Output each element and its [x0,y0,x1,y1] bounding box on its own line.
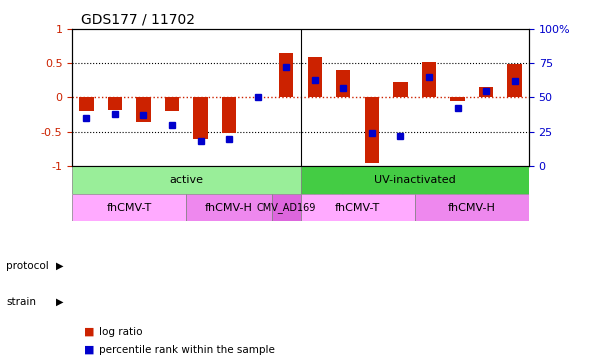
Text: ▶: ▶ [56,297,64,307]
Text: fhCMV-H: fhCMV-H [205,202,253,212]
Bar [108,97,122,110]
Bar [279,53,293,97]
Text: fhCMV-H: fhCMV-H [448,202,496,212]
Text: active: active [169,175,203,185]
Bar [422,62,436,97]
Bar [194,97,208,139]
Text: ■: ■ [84,327,94,337]
Bar [479,87,493,97]
Bar [165,97,179,111]
Text: ■: ■ [84,345,94,355]
Bar [507,64,522,97]
Text: GDS177 / 11702: GDS177 / 11702 [81,12,195,26]
Bar [336,70,350,97]
Text: UV-inactivated: UV-inactivated [374,175,456,185]
FancyBboxPatch shape [186,194,272,221]
Text: percentile rank within the sample: percentile rank within the sample [99,345,275,355]
Text: protocol: protocol [6,261,49,271]
Bar [450,97,465,101]
Bar [393,82,407,97]
Bar [222,97,236,133]
Text: fhCMV-T: fhCMV-T [335,202,380,212]
FancyBboxPatch shape [415,194,529,221]
Text: log ratio: log ratio [99,327,142,337]
Bar [136,97,151,121]
Text: CMV_AD169: CMV_AD169 [257,202,316,213]
FancyBboxPatch shape [300,166,529,194]
Text: ▶: ▶ [56,261,64,271]
FancyBboxPatch shape [72,166,300,194]
Text: strain: strain [6,297,36,307]
FancyBboxPatch shape [72,194,186,221]
Bar [308,57,322,97]
FancyBboxPatch shape [272,194,300,221]
Text: fhCMV-T: fhCMV-T [106,202,152,212]
Bar [79,97,94,111]
Bar [365,97,379,163]
FancyBboxPatch shape [300,194,415,221]
